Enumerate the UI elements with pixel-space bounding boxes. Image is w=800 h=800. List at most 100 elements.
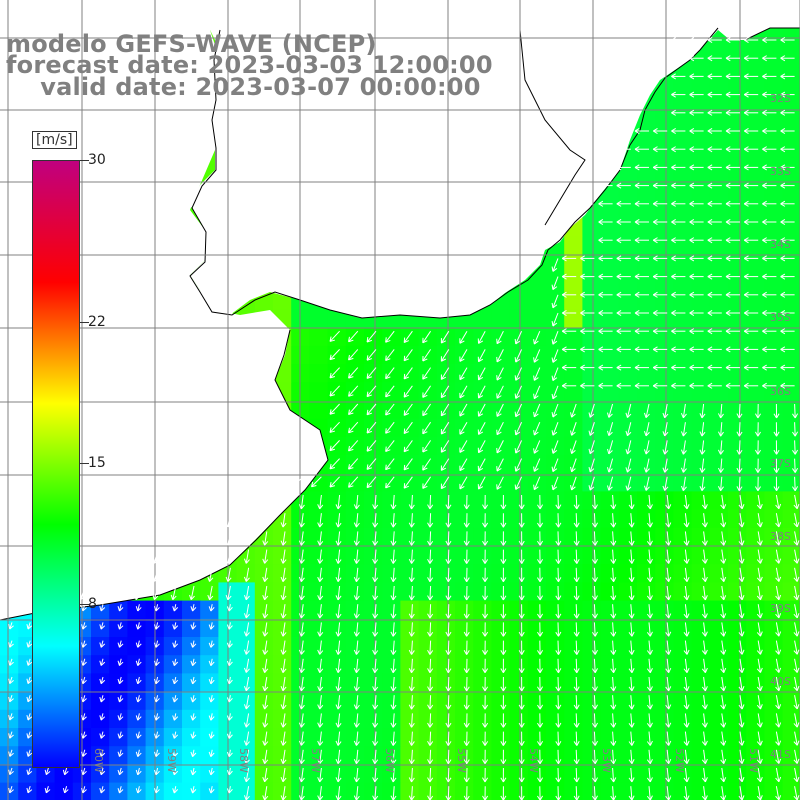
wind-arrow bbox=[725, 55, 740, 62]
wind-speed-cell bbox=[436, 327, 456, 347]
wind-arrow bbox=[634, 382, 649, 389]
wind-arrow bbox=[317, 549, 324, 564]
wind-speed-cell bbox=[600, 236, 620, 256]
wind-arrow bbox=[662, 458, 669, 473]
wind-speed-cell bbox=[364, 655, 383, 674]
wind-speed-cell bbox=[746, 673, 765, 693]
wind-arrow bbox=[646, 567, 653, 583]
wind-arrow bbox=[720, 513, 727, 528]
wind-speed-cell bbox=[127, 655, 147, 674]
wind-arrow bbox=[427, 567, 434, 583]
wind-arrow bbox=[792, 458, 799, 473]
wind-arrow bbox=[707, 109, 722, 116]
wind-arrow bbox=[570, 403, 577, 418]
wind-speed-cell bbox=[673, 327, 693, 347]
wind-speed-cell bbox=[109, 728, 128, 747]
wind-arrow bbox=[298, 531, 305, 546]
wind-arrow bbox=[671, 382, 686, 389]
wind-speed-cell bbox=[655, 691, 674, 711]
wind-speed-cell bbox=[436, 527, 456, 547]
wind-speed-cell bbox=[345, 618, 365, 638]
wind-arrow bbox=[580, 328, 595, 335]
wind-arrow bbox=[514, 476, 523, 490]
wind-speed-cell bbox=[673, 527, 693, 547]
wind-speed-cell bbox=[746, 145, 765, 165]
wind-speed-cell bbox=[691, 618, 711, 638]
wind-speed-cell bbox=[582, 364, 602, 383]
wind-speed-cell bbox=[600, 764, 620, 784]
wind-speed-cell bbox=[309, 491, 329, 511]
wind-speed-cell bbox=[327, 455, 347, 474]
wind-speed-cell bbox=[618, 182, 638, 201]
wind-speed-cell bbox=[455, 345, 474, 365]
wind-speed-cell bbox=[400, 382, 420, 401]
wind-speed-cell bbox=[655, 637, 674, 656]
wind-speed-cell bbox=[782, 782, 800, 800]
wind-arrow bbox=[348, 476, 359, 488]
wind-arrow bbox=[555, 622, 562, 637]
wind-arrow bbox=[243, 513, 250, 528]
wind-speed-cell bbox=[309, 327, 329, 347]
wind-speed-cell bbox=[691, 418, 711, 438]
wind-arrow bbox=[780, 382, 795, 389]
wind-arrow bbox=[616, 346, 631, 353]
wind-speed-cell bbox=[764, 582, 784, 602]
wind-arrow bbox=[625, 422, 632, 437]
wind-arrow bbox=[8, 622, 14, 630]
wind-speed-cell bbox=[782, 691, 800, 711]
wind-speed-cell bbox=[400, 673, 420, 693]
wind-speed-cell bbox=[782, 455, 800, 474]
colorbar-tick-mark bbox=[79, 160, 89, 161]
wind-arrow bbox=[598, 255, 613, 262]
wind-arrow bbox=[335, 585, 342, 601]
wind-speed-cell bbox=[637, 637, 656, 656]
wind-arrow bbox=[500, 567, 507, 583]
wind-speed-cell bbox=[764, 72, 784, 92]
wind-speed-cell bbox=[746, 72, 765, 92]
wind-speed-cell bbox=[236, 582, 256, 602]
wind-speed-cell bbox=[782, 491, 800, 511]
wind-arrow bbox=[372, 549, 379, 564]
wind-speed-cell bbox=[364, 364, 383, 383]
wind-arrow bbox=[440, 349, 450, 362]
wind-arrow bbox=[385, 385, 395, 398]
wind-speed-cell bbox=[236, 600, 256, 620]
wind-arrow bbox=[482, 531, 489, 546]
wind-arrow bbox=[353, 513, 360, 528]
wind-arrow bbox=[366, 458, 377, 470]
wind-speed-cell bbox=[309, 709, 329, 729]
wind-speed-cell bbox=[637, 382, 656, 401]
wind-speed-cell bbox=[564, 473, 583, 492]
wind-arrow bbox=[561, 382, 577, 389]
wind-arrow bbox=[683, 531, 690, 546]
wind-speed-cell bbox=[345, 655, 365, 674]
latitude-label: 39S bbox=[770, 602, 791, 615]
wind-speed-cell bbox=[455, 691, 474, 711]
wind-speed-cell bbox=[273, 637, 292, 656]
wind-arrow bbox=[607, 440, 614, 455]
wind-speed-cell bbox=[709, 91, 729, 110]
wind-speed-cell bbox=[473, 728, 492, 747]
wind-arrow bbox=[551, 476, 559, 491]
wind-arrow bbox=[610, 531, 617, 546]
wind-speed-cell bbox=[364, 728, 383, 747]
wind-speed-cell bbox=[691, 91, 711, 110]
wind-speed-cell bbox=[327, 564, 347, 583]
wind-speed-cell bbox=[691, 655, 711, 674]
wind-arrow bbox=[570, 476, 577, 491]
wind-speed-cell bbox=[764, 564, 784, 583]
wind-speed-cell bbox=[400, 455, 420, 474]
wind-speed-cell bbox=[655, 145, 674, 165]
wind-speed-cell bbox=[746, 546, 765, 565]
wind-speed-cell bbox=[746, 345, 765, 365]
wind-speed-cell bbox=[728, 655, 747, 674]
wind-speed-cell bbox=[491, 764, 511, 784]
wind-speed-cell bbox=[746, 109, 765, 128]
wind-speed-cell bbox=[436, 564, 456, 583]
wind-arrow bbox=[459, 421, 468, 435]
wind-speed-cell bbox=[782, 309, 800, 329]
wind-speed-cell bbox=[418, 728, 438, 747]
wind-speed-cell bbox=[127, 618, 147, 638]
wind-speed-cell bbox=[746, 564, 765, 583]
wind-arrow bbox=[422, 421, 432, 435]
